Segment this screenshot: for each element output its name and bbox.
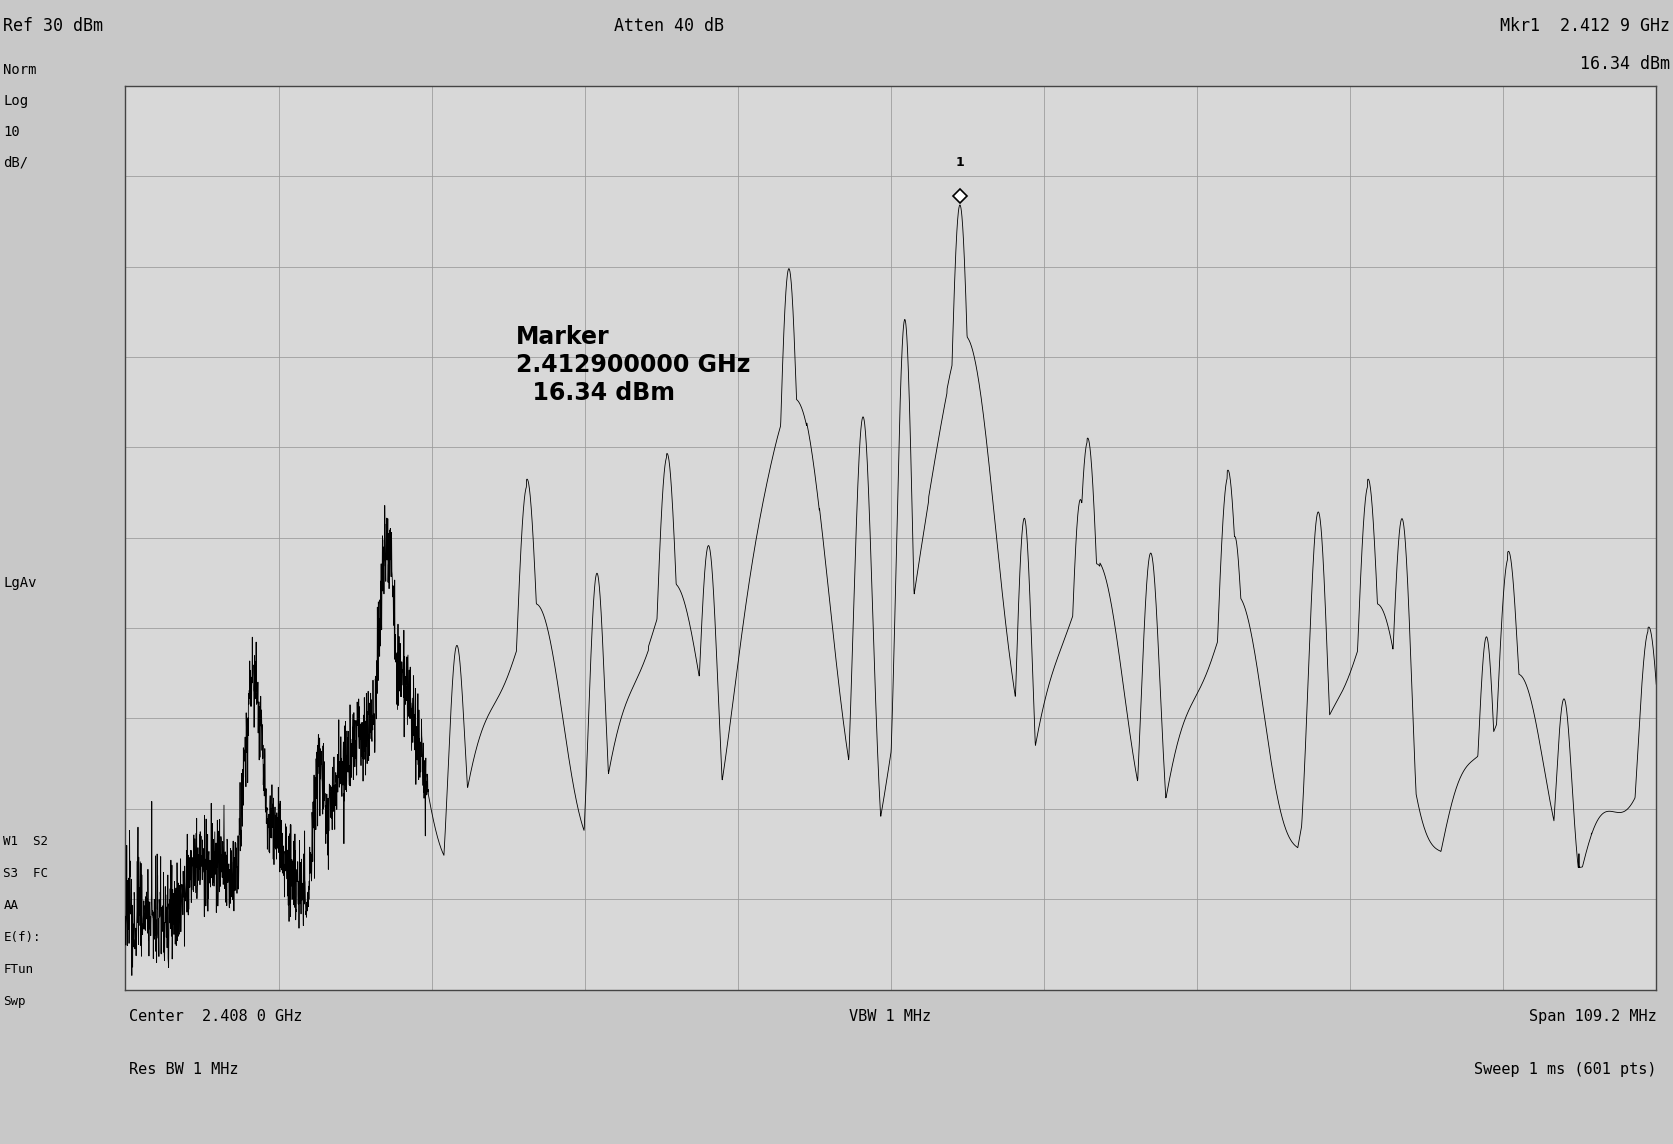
Text: Mkr1  2.412 9 GHz: Mkr1 2.412 9 GHz bbox=[1499, 17, 1670, 35]
Text: Swp: Swp bbox=[3, 995, 25, 1008]
Text: Res BW 1 MHz: Res BW 1 MHz bbox=[129, 1062, 238, 1077]
Text: 16.34 dBm: 16.34 dBm bbox=[1579, 55, 1670, 73]
Text: Span 109.2 MHz: Span 109.2 MHz bbox=[1529, 1009, 1656, 1024]
Text: FTun: FTun bbox=[3, 963, 33, 976]
Text: dB/: dB/ bbox=[3, 156, 28, 169]
Text: E(f):: E(f): bbox=[3, 931, 40, 944]
Text: Center  2.408 0 GHz: Center 2.408 0 GHz bbox=[129, 1009, 303, 1024]
Text: AA: AA bbox=[3, 899, 18, 912]
Text: Marker
2.412900000 GHz
  16.34 dBm: Marker 2.412900000 GHz 16.34 dBm bbox=[515, 325, 750, 405]
Text: Norm: Norm bbox=[3, 63, 37, 77]
Text: 10: 10 bbox=[3, 125, 20, 138]
Text: Atten 40 dB: Atten 40 dB bbox=[614, 17, 724, 35]
Text: Log: Log bbox=[3, 94, 28, 108]
Text: Sweep 1 ms (601 pts): Sweep 1 ms (601 pts) bbox=[1474, 1062, 1656, 1077]
Text: S3  FC: S3 FC bbox=[3, 867, 49, 880]
Text: W1  S2: W1 S2 bbox=[3, 835, 49, 848]
Text: Ref 30 dBm: Ref 30 dBm bbox=[3, 17, 104, 35]
Text: VBW 1 MHz: VBW 1 MHz bbox=[848, 1009, 932, 1024]
Text: 1: 1 bbox=[955, 156, 964, 168]
Text: LgAv: LgAv bbox=[3, 577, 37, 590]
